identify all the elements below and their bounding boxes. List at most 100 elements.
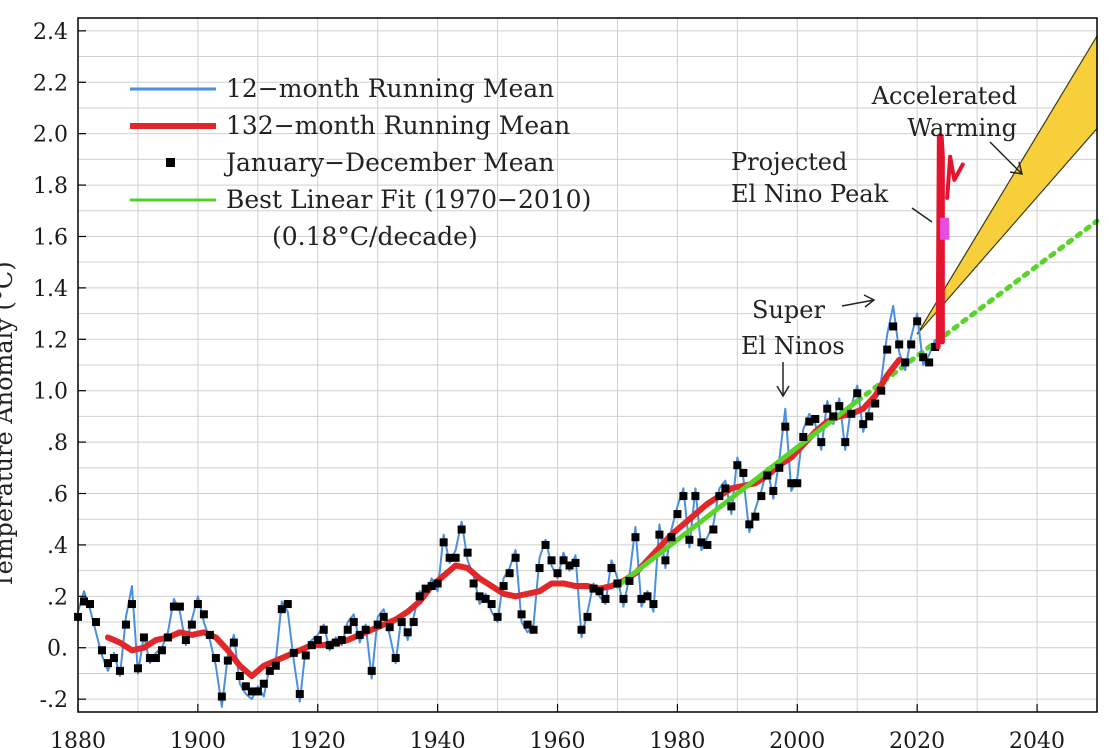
annual-mean-point	[157, 646, 166, 655]
annual-mean-point	[217, 692, 226, 701]
annual-mean-point	[745, 520, 754, 529]
annual-mean-point	[469, 579, 478, 588]
legend-label: 12−month Running Mean	[226, 74, 554, 103]
annual-mean-point	[643, 592, 652, 601]
annual-mean-point	[691, 492, 700, 501]
annual-mean-point	[805, 417, 814, 426]
y-tick-label: 1.8	[33, 174, 68, 199]
annual-mean-point	[589, 584, 598, 593]
annual-mean-markers	[74, 317, 940, 701]
projected-el-nino-peak-marker	[940, 217, 950, 240]
y-tick-label: 1.4	[33, 277, 68, 302]
annual-mean-point	[871, 399, 880, 408]
y-tick-label: 1.6	[33, 225, 68, 250]
annual-mean-point	[169, 602, 178, 611]
annual-mean-point	[115, 666, 124, 675]
x-tick-label: 1980	[649, 729, 705, 748]
x-tick-label: 1900	[170, 729, 226, 748]
annotation-arrow-super-right	[841, 299, 875, 307]
annual-mean-point	[685, 535, 694, 544]
annual-mean-point	[751, 512, 760, 521]
annual-mean-point	[151, 654, 160, 663]
annotation-el-ninos: El Ninos	[741, 332, 845, 360]
annual-mean-point	[487, 600, 496, 609]
annual-mean-point	[271, 661, 280, 670]
x-tick-label: 1920	[290, 729, 346, 748]
annual-mean-point	[517, 610, 526, 619]
annual-mean-point	[85, 600, 94, 609]
annual-mean-point	[205, 630, 214, 639]
annual-mean-point	[283, 600, 292, 609]
x-tick-label: 1960	[530, 729, 586, 748]
hand-drawn-annotations	[935, 133, 965, 350]
annual-mean-point	[463, 548, 472, 557]
annual-mean-point	[565, 561, 574, 570]
annotation-super: Super	[752, 296, 825, 324]
annual-mean-point	[793, 479, 802, 488]
annual-mean-point	[175, 602, 184, 611]
annual-mean-point	[211, 654, 220, 663]
annual-mean-point	[787, 479, 796, 488]
annual-mean-point	[571, 558, 580, 567]
y-tick-label: 0.	[47, 637, 68, 662]
annual-mean-point	[577, 625, 586, 634]
annual-mean-point	[595, 587, 604, 596]
annual-mean-point	[133, 664, 142, 673]
annual-mean-point	[889, 322, 898, 331]
annotation-arrow-peak	[911, 207, 933, 223]
annual-mean-point	[343, 625, 352, 634]
annual-mean-point	[523, 620, 532, 629]
grid-lines	[77, 18, 1098, 712]
annual-mean-point	[409, 618, 418, 627]
annual-mean-point	[247, 687, 256, 696]
annotation-warming: Warming	[907, 114, 1017, 142]
annotation-projected: Projected	[731, 148, 847, 176]
y-axis-title: Temperature Anomaly (°C)	[0, 261, 18, 588]
annual-mean-point	[97, 646, 106, 655]
annual-mean-point	[109, 654, 118, 663]
y-tick-label: 2.2	[33, 71, 68, 96]
annual-mean-point	[853, 389, 862, 398]
running-mean-12-month-line	[77, 304, 937, 708]
annual-mean-point	[145, 654, 154, 663]
annual-mean-point	[313, 636, 322, 645]
y-axis-label: Temperature Anomaly (°C)	[0, 261, 18, 588]
annual-mean-point	[781, 422, 790, 431]
annual-mean-point	[229, 638, 238, 647]
legend-label: January−December Mean	[223, 148, 555, 177]
tick-labels: 1880 1900 1920 1940 1960 1980 2000 2020 2040 2.4 2…	[33, 20, 1065, 748]
annual-mean-point	[433, 579, 442, 588]
annual-mean-point	[649, 600, 658, 609]
annual-mean-point	[181, 636, 190, 645]
hand-drawn-check-mark	[945, 154, 965, 200]
annual-mean-point	[325, 641, 334, 650]
annual-mean-point	[499, 582, 508, 591]
annotation-arrowhead	[1009, 161, 1024, 175]
annual-mean-point	[859, 420, 868, 429]
annual-mean-point	[235, 672, 244, 681]
annual-mean-point	[121, 620, 130, 629]
annual-mean-point	[331, 638, 340, 647]
y-tick-label: 1.2	[33, 328, 68, 353]
annual-mean-point	[535, 564, 544, 573]
annual-mean-point	[841, 438, 850, 447]
annual-mean-point	[919, 353, 928, 362]
annual-mean-point	[775, 463, 784, 472]
annual-mean-point	[547, 556, 556, 565]
annual-mean-point	[295, 690, 304, 699]
annual-mean-point	[799, 432, 808, 441]
plot-frame	[77, 17, 1098, 713]
annual-mean-point	[865, 412, 874, 421]
annual-mean-point	[223, 656, 232, 665]
annotation-el-nino-peak: El Nino Peak	[731, 180, 889, 208]
annual-mean-point	[757, 492, 766, 501]
annual-mean-point	[895, 340, 904, 349]
annual-mean-point	[457, 525, 466, 534]
best-linear-fit-line	[614, 398, 860, 589]
annual-mean-point	[925, 358, 934, 367]
annual-mean-point	[451, 553, 460, 562]
annual-mean-point	[337, 636, 346, 645]
annual-mean-point	[349, 618, 358, 627]
x-tick-label: 2000	[769, 729, 825, 748]
